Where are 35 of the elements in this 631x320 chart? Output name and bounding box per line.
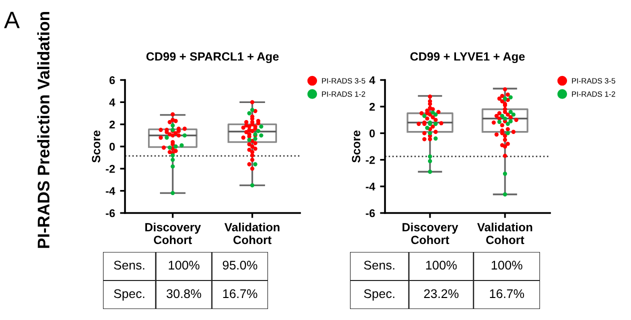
y-tick-label: 2 <box>369 102 375 111</box>
y-tick-label: 2 <box>109 120 115 128</box>
y-tick-label: 4 <box>109 98 116 106</box>
text: 30.8% <box>166 289 202 298</box>
y-tick-label: -2 <box>366 156 375 164</box>
y-tick-label: 6 <box>110 76 115 84</box>
x-tick-label: Validation Cohort <box>477 222 532 244</box>
y-tick-label: -2 <box>106 164 115 173</box>
x-tick-label: Discovery Cohort <box>402 222 458 244</box>
text: Spec. <box>364 289 394 301</box>
text: 100% <box>168 260 200 270</box>
text: 100% <box>426 260 457 270</box>
y-tick-label: -4 <box>366 182 376 190</box>
y-tick-label: -4 <box>106 187 116 195</box>
y-tick-label: 0 <box>110 142 115 151</box>
text: 95.0% <box>222 260 258 270</box>
y-tick-label: 0 <box>370 129 375 138</box>
text: Sens. <box>364 260 394 270</box>
text: 16.7% <box>490 289 524 298</box>
y-tick-label: -6 <box>366 209 375 218</box>
chart-title: CD99 + SPARCL1 + Age <box>146 52 279 64</box>
text: Spec. <box>114 289 144 301</box>
text: 100% <box>492 260 522 270</box>
text: 23.2% <box>424 289 458 298</box>
x-tick-label: Validation Cohort <box>224 222 280 244</box>
x-tick-label: Discovery Cohort <box>145 222 201 244</box>
chart-title: CD99 + LYVE1 + Age <box>410 52 525 64</box>
y-axis-title: Score <box>92 130 100 163</box>
y-tick-label: 4 <box>369 76 376 84</box>
y-tick-label: -6 <box>106 209 115 218</box>
text: 16.7% <box>223 289 258 298</box>
text: A <box>4 12 20 28</box>
y-axis-title: Score <box>352 130 360 163</box>
text: PI-RADS Prediction Validation <box>37 12 50 248</box>
text: Sens. <box>114 260 144 270</box>
